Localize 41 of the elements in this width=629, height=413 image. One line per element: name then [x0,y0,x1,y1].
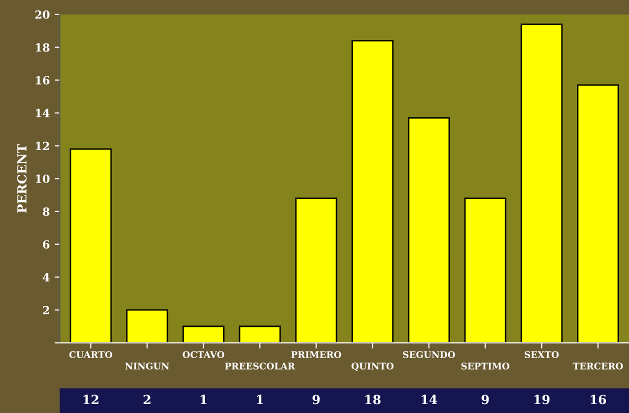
bar [520,24,563,343]
y-axis-title: PERCENT [17,144,27,213]
data-label: 9 [312,394,320,404]
y-tick-label: 20 [35,10,50,19]
data-label: 1 [257,394,263,404]
y-tick-label: 2 [43,306,50,314]
bar [464,198,506,343]
bar [70,148,112,343]
x-tick-label: CUARTO [69,351,112,358]
data-label: 12 [84,394,98,404]
x-tick-label: PREESCOLAR [225,362,296,370]
y-tick-label: 12 [36,142,50,150]
x-tick-label: SEPTIMO [461,362,510,370]
data-label: 18 [365,394,381,404]
data-label: 19 [534,394,550,404]
y-tick-label: 10 [36,174,50,183]
data-label: 9 [482,394,489,404]
data-label: 14 [422,394,438,404]
bar [126,309,168,343]
bar [408,117,450,343]
bar [238,326,281,343]
y-tick-label: 16 [36,76,50,84]
bar [295,198,338,343]
x-tick-label: SEGUNDO [403,351,455,358]
x-tick-label: QUINTO [352,362,394,371]
bar [182,326,224,343]
y-tick-label: 18 [36,43,50,52]
x-tick-label: SEXTO [524,351,559,358]
y-tick-label: 14 [36,108,50,118]
y-tick-label: 4 [42,273,50,282]
x-tick-label: TERCERO [572,362,623,370]
data-label: 16 [590,394,606,404]
y-tick-label: 8 [42,207,50,216]
x-tick-label: OCTAVO [182,351,224,358]
bar [577,84,619,343]
x-tick-label: PRIMERO [291,351,342,358]
data-label: 1 [200,394,207,404]
y-tick-label: 6 [43,240,50,249]
bar [352,40,394,343]
x-tick-label: NINGUN [125,362,170,370]
data-label: 2 [144,394,150,404]
